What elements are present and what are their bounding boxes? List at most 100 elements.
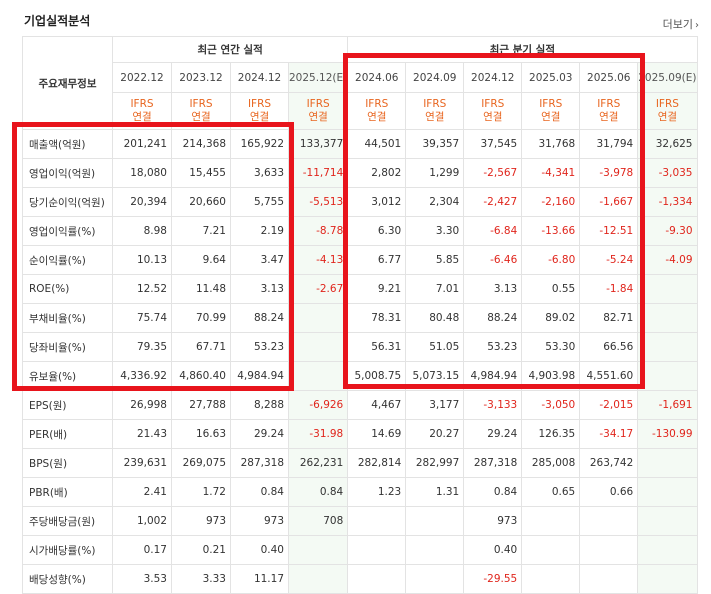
- basis-top: IFRS: [130, 98, 154, 110]
- table-cell: [287, 361, 349, 391]
- table-cell: 80.48: [405, 303, 465, 333]
- table-cell: [637, 303, 698, 333]
- table-cell: [287, 564, 349, 594]
- table-cell: -3,035: [637, 158, 698, 188]
- table-cell: 29.24: [230, 419, 289, 449]
- table-cell: 0.21: [171, 535, 231, 565]
- row-label: 매출액(억원): [22, 129, 113, 159]
- table-cell: 18,080: [112, 158, 172, 188]
- table-row: ROE(%) 12.52 11.48 3.13 -2.67 9.21 7.01 3.13 0.5…: [22, 274, 698, 304]
- row-label: 부채비율(%): [22, 303, 113, 333]
- table-cell: 88.24: [230, 303, 289, 333]
- table-cell: [637, 448, 698, 478]
- basis-bottom: 연결: [132, 111, 152, 123]
- table-cell: 285,008: [521, 448, 581, 478]
- period-header: 2024.12: [463, 62, 523, 93]
- table-cell: 7.21: [171, 216, 231, 246]
- basis-header: IFRS 연결: [579, 92, 639, 130]
- table-cell: 39,357: [405, 129, 465, 159]
- table-cell: -31.98: [287, 419, 349, 449]
- row-label: 배당성향(%): [22, 564, 113, 594]
- table-cell: [521, 564, 581, 594]
- table-cell: [347, 535, 407, 565]
- table-cell: -4,341: [521, 158, 581, 188]
- period-header: 2024.12: [230, 62, 289, 93]
- table-cell: 5,755: [230, 187, 289, 217]
- table-cell: 2,304: [405, 187, 465, 217]
- table-cell: 4,984.94: [230, 361, 289, 391]
- table-cell: -13.66: [521, 216, 581, 246]
- table-row: 시가배당률(%) 0.17 0.21 0.40 0.40: [22, 535, 698, 565]
- table-cell: -9.30: [637, 216, 698, 246]
- basis-header: IFRS 연결: [463, 92, 523, 130]
- table-cell: 56.31: [347, 332, 407, 362]
- table-cell: 3,177: [405, 390, 465, 420]
- table-cell: 4,984.94: [463, 361, 523, 391]
- table-cell: -1,667: [579, 187, 639, 217]
- table-cell: 269,075: [171, 448, 231, 478]
- table-cell: [347, 564, 407, 594]
- table-cell: 89.02: [521, 303, 581, 333]
- row-header: 주요재무정보: [22, 36, 113, 130]
- row-label: EPS(원): [22, 390, 113, 420]
- table-cell: 75.74: [112, 303, 172, 333]
- table-cell: -2,567: [463, 158, 523, 188]
- table-cell: 5,008.75: [347, 361, 407, 391]
- table-cell: 1.23: [347, 477, 407, 507]
- table-cell: 20.27: [405, 419, 465, 449]
- table-cell: -6,926: [287, 390, 349, 420]
- table-cell: -130.99: [637, 419, 698, 449]
- table-cell: [287, 303, 349, 333]
- table-cell: 88.24: [463, 303, 523, 333]
- table-cell: 201,241: [112, 129, 172, 159]
- table-cell: 70.99: [171, 303, 231, 333]
- table-cell: [347, 506, 407, 536]
- table-cell: 214,368: [171, 129, 231, 159]
- table-cell: 66.56: [579, 332, 639, 362]
- table-cell: -3,133: [463, 390, 523, 420]
- table-row: 유보율(%) 4,336.92 4,860.40 4,984.94 5,008.75 5,…: [22, 361, 698, 391]
- table-cell: 78.31: [347, 303, 407, 333]
- table-cell: [579, 535, 639, 565]
- table-cell: 4,903.98: [521, 361, 581, 391]
- table-cell: 973: [171, 506, 231, 536]
- more-link[interactable]: 더보기 ›: [663, 16, 699, 32]
- table-cell: 31,768: [521, 129, 581, 159]
- table-cell: 4,860.40: [171, 361, 231, 391]
- table-cell: [637, 332, 698, 362]
- basis-header: IFRS 연결: [287, 92, 349, 130]
- table-cell: -6.84: [463, 216, 523, 246]
- basis-header: IFRS 연결: [637, 92, 698, 130]
- table-cell: -2,427: [463, 187, 523, 217]
- table-cell: 5,073.15: [405, 361, 465, 391]
- table-cell: [579, 564, 639, 594]
- row-label: BPS(원): [22, 448, 113, 478]
- table-cell: 20,660: [171, 187, 231, 217]
- table-cell: -2,160: [521, 187, 581, 217]
- table-cell: -3,978: [579, 158, 639, 188]
- row-label: 순이익률(%): [22, 245, 113, 275]
- table-cell: 67.71: [171, 332, 231, 362]
- table-cell: [637, 506, 698, 536]
- basis-top: IFRS: [597, 98, 621, 110]
- table-row: 부채비율(%) 75.74 70.99 88.24 78.31 80.48 88.24 89.…: [22, 303, 698, 333]
- table-cell: -29.55: [463, 564, 523, 594]
- table-cell: 3.33: [171, 564, 231, 594]
- row-label: PER(배): [22, 419, 113, 449]
- table-cell: 11.48: [171, 274, 231, 304]
- table-cell: 3.13: [230, 274, 289, 304]
- table-cell: 21.43: [112, 419, 172, 449]
- table-cell: -8.78: [287, 216, 349, 246]
- table-cell: [637, 361, 698, 391]
- table-cell: 7.01: [405, 274, 465, 304]
- table-row: BPS(원) 239,631 269,075 287,318 262,231 282,81…: [22, 448, 698, 478]
- basis-top: IFRS: [306, 98, 330, 110]
- basis-top: IFRS: [423, 98, 447, 110]
- table-cell: -6.46: [463, 245, 523, 275]
- table-cell: [287, 332, 349, 362]
- row-label: 시가배당률(%): [22, 535, 113, 565]
- basis-header: IFRS 연결: [521, 92, 581, 130]
- table-cell: 3.30: [405, 216, 465, 246]
- table-row: PER(배) 21.43 16.63 29.24 -31.98 14.69 20.27 29.…: [22, 419, 698, 449]
- period-header: 2025.12(E): [287, 62, 349, 93]
